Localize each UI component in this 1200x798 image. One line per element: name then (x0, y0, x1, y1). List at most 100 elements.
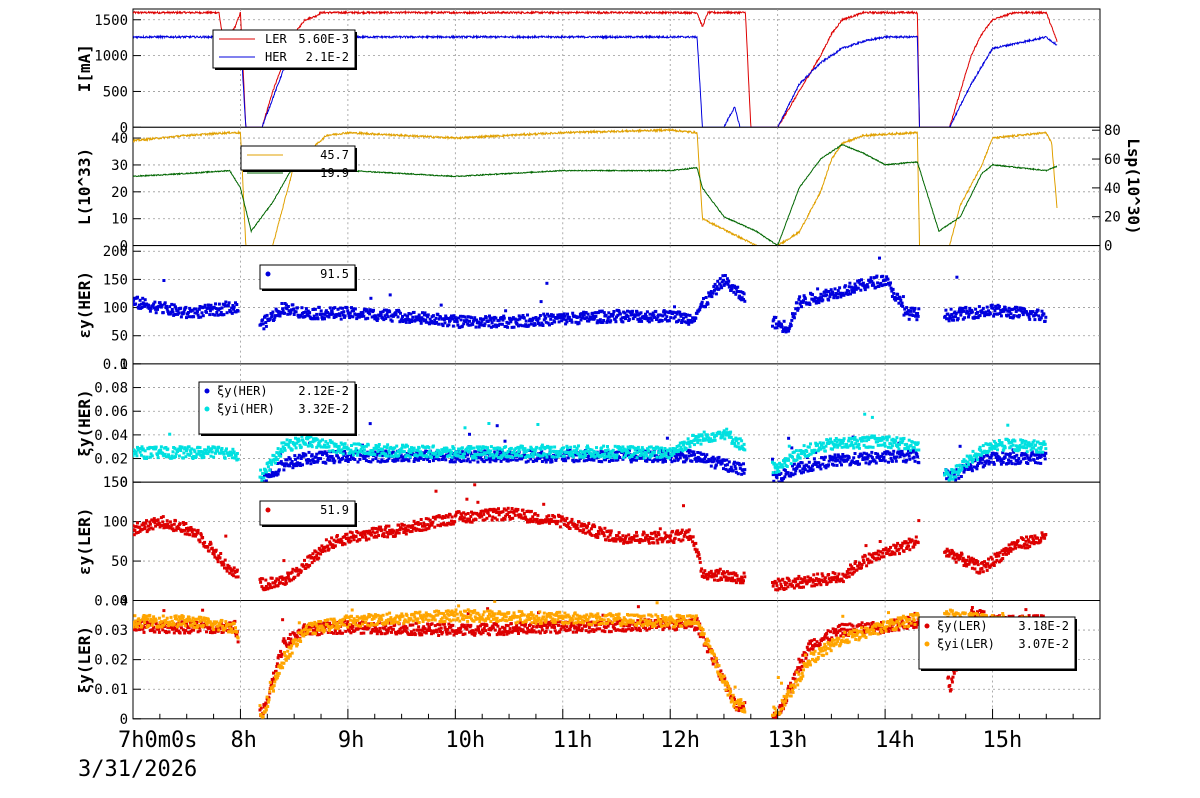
data-point (620, 538, 624, 542)
data-point (1009, 459, 1013, 463)
data-point (177, 454, 181, 458)
data-point (397, 454, 401, 458)
data-point (133, 300, 135, 304)
data-point (691, 535, 695, 539)
data-point (158, 525, 162, 529)
data-point (267, 461, 271, 465)
data-point (771, 471, 775, 475)
y2-tick-label: 0 (1104, 239, 1112, 255)
data-point (997, 305, 1001, 308)
data-point (282, 441, 286, 445)
data-point (231, 447, 235, 451)
data-point (1025, 450, 1029, 454)
data-point (547, 514, 551, 518)
data-point (553, 515, 557, 519)
data-point (678, 453, 682, 457)
data-point (614, 320, 618, 324)
data-point (731, 469, 735, 473)
legend: 91.5 (259, 264, 357, 291)
data-point (1004, 308, 1008, 312)
data-point (518, 454, 522, 458)
data-point (216, 560, 220, 564)
data-point (149, 452, 153, 456)
data-point (388, 310, 392, 314)
data-point (827, 298, 831, 302)
data-point (863, 412, 867, 416)
data-point (827, 463, 831, 467)
data-point (212, 549, 216, 553)
data-point (446, 317, 450, 320)
data-point (384, 452, 388, 456)
data-point (423, 524, 427, 528)
data-point (302, 454, 306, 458)
data-point (451, 324, 455, 328)
data-point (404, 527, 408, 530)
y-tick-label: 0 (120, 594, 128, 610)
data-point (882, 437, 886, 441)
data-point (978, 460, 982, 464)
data-point (147, 524, 150, 528)
data-point (517, 448, 521, 452)
data-point (192, 448, 196, 452)
data-point (379, 449, 383, 453)
data-point (493, 450, 497, 454)
data-point (492, 318, 496, 322)
data-point (459, 460, 463, 463)
data-point (698, 560, 702, 564)
data-point (602, 319, 606, 322)
data-point (134, 531, 138, 535)
data-point (591, 452, 595, 456)
data-point (640, 451, 644, 455)
data-point (622, 540, 626, 544)
data-point (550, 460, 554, 464)
data-point (553, 320, 557, 324)
data-point (624, 454, 627, 458)
legend-swatch (204, 388, 210, 394)
data-point (174, 455, 177, 459)
data-point (310, 453, 314, 457)
data-point (346, 460, 350, 463)
data-point (986, 454, 990, 458)
data-point (647, 541, 651, 545)
data-point (854, 560, 858, 564)
data-point (870, 450, 874, 454)
data-point (1022, 446, 1026, 450)
data-point (902, 436, 906, 440)
data-point (540, 443, 544, 447)
data-point (698, 305, 702, 309)
data-point (341, 306, 344, 310)
data-point (279, 460, 283, 464)
data-point (495, 453, 499, 457)
data-point (291, 466, 295, 470)
data-point (779, 471, 783, 475)
data-point (439, 303, 443, 307)
data-point (444, 458, 448, 462)
data-point (850, 288, 854, 292)
data-point (867, 552, 871, 556)
data-point (875, 437, 879, 440)
data-point (446, 449, 450, 453)
data-point (389, 532, 393, 536)
data-point (782, 319, 786, 323)
data-point (455, 320, 459, 324)
data-point (602, 456, 606, 459)
data-point (225, 566, 228, 570)
data-point (477, 448, 480, 452)
data-point (422, 451, 426, 455)
data-point (964, 459, 968, 463)
data-point (468, 520, 472, 524)
data-point (218, 556, 222, 560)
data-point (342, 310, 346, 314)
data-point (428, 524, 431, 528)
data-point (181, 521, 185, 524)
data-point (840, 455, 844, 459)
data-point (832, 296, 836, 300)
data-point (916, 455, 920, 459)
data-point (639, 311, 643, 315)
data-point (718, 277, 722, 281)
data-point (462, 322, 466, 326)
data-point (521, 314, 525, 317)
data-point (594, 314, 598, 318)
data-point (858, 446, 861, 450)
data-point (535, 520, 539, 524)
